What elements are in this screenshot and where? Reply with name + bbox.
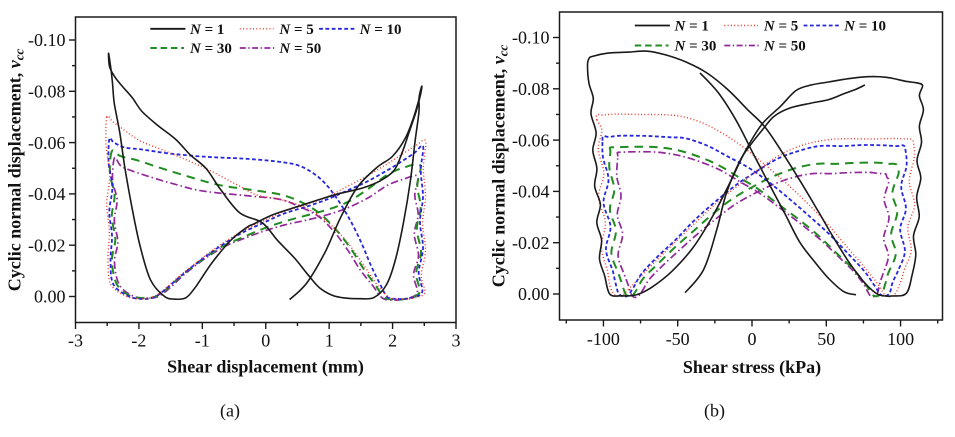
svg-text:-1: -1 — [195, 330, 210, 350]
svg-text:N = 50: N = 50 — [278, 41, 321, 57]
svg-text:-0.10: -0.10 — [28, 30, 66, 50]
svg-text:-0.08: -0.08 — [28, 82, 66, 102]
svg-text:Shear displacement (mm): Shear displacement (mm) — [167, 357, 364, 378]
svg-text:-0.10: -0.10 — [512, 28, 550, 48]
svg-text:N = 1: N = 1 — [189, 22, 224, 38]
svg-text:-0.06: -0.06 — [512, 130, 550, 150]
svg-text:3: 3 — [452, 330, 461, 350]
svg-text:2: 2 — [388, 330, 397, 350]
svg-text:N = 10: N = 10 — [359, 22, 402, 38]
svg-text:0: 0 — [261, 330, 270, 350]
svg-text:Cyclic normal displacement, vc: Cyclic normal displacement, vcc — [489, 45, 511, 288]
svg-text:-0.04: -0.04 — [28, 184, 66, 204]
svg-text:100: 100 — [887, 329, 914, 349]
svg-text:Cyclic normal displacement, vc: Cyclic normal displacement, vcc — [5, 49, 27, 292]
svg-text:N = 5: N = 5 — [763, 19, 798, 35]
svg-text:0.00: 0.00 — [34, 287, 66, 307]
svg-text:-100: -100 — [587, 329, 620, 349]
svg-text:50: 50 — [817, 329, 835, 349]
svg-text:1: 1 — [325, 330, 334, 350]
svg-text:-0.02: -0.02 — [512, 233, 550, 253]
svg-text:N = 30: N = 30 — [674, 39, 717, 55]
svg-text:-2: -2 — [131, 330, 146, 350]
svg-text:Shear stress (kPa): Shear stress (kPa) — [683, 357, 821, 378]
svg-text:-3: -3 — [68, 330, 83, 350]
svg-text:N = 1: N = 1 — [674, 19, 709, 35]
svg-text:-0.04: -0.04 — [512, 182, 550, 202]
svg-text:-50: -50 — [666, 329, 690, 349]
svg-text:0.00: 0.00 — [518, 284, 550, 304]
svg-text:N = 10: N = 10 — [843, 19, 886, 35]
svg-text:N = 50: N = 50 — [763, 39, 806, 55]
svg-text:(b): (b) — [704, 401, 725, 422]
svg-text:N = 30: N = 30 — [189, 41, 232, 57]
svg-text:-0.06: -0.06 — [28, 133, 66, 153]
svg-text:-0.08: -0.08 — [512, 79, 550, 99]
svg-text:0: 0 — [748, 329, 757, 349]
svg-text:-0.02: -0.02 — [28, 235, 66, 255]
svg-text:N = 5: N = 5 — [278, 22, 313, 38]
svg-text:(a): (a) — [220, 401, 240, 422]
